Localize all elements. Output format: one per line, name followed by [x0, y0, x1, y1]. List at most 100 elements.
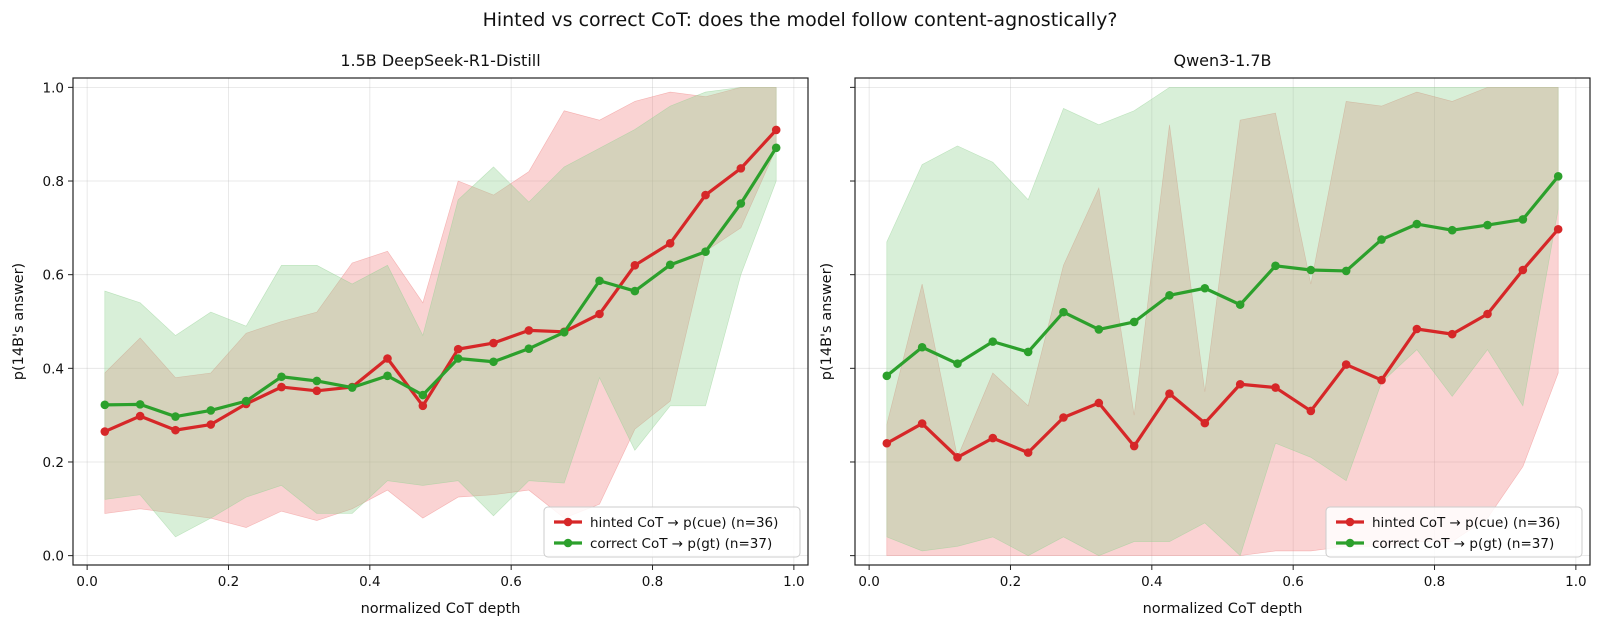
hinted-data-point — [1447, 329, 1457, 339]
correct-data-point — [1483, 220, 1492, 230]
correct-data-point — [1412, 219, 1422, 229]
correct-data-point — [771, 143, 781, 153]
correct-data-point — [171, 412, 180, 421]
y-tick-label: 0.4 — [43, 361, 64, 377]
correct-data-point — [489, 357, 498, 367]
hinted-data-point — [953, 452, 962, 462]
correct-data-point — [1235, 300, 1245, 309]
correct-data-point — [1553, 172, 1563, 181]
hinted-data-point — [1306, 406, 1316, 416]
hinted-data-point — [1341, 360, 1351, 369]
correct-legend-marker — [563, 538, 573, 548]
correct-data-point — [453, 354, 463, 363]
correct-data-point — [1200, 283, 1210, 293]
correct-data-point — [882, 371, 892, 381]
correct-data-point — [1023, 347, 1033, 357]
hinted-data-point — [630, 261, 640, 270]
legend: hinted CoT → p(cue) (n=36) correct CoT → … — [1325, 506, 1583, 558]
correct-series-line — [104, 146, 778, 419]
correct-legend-marker — [1345, 538, 1355, 548]
correct-data-point — [347, 383, 357, 392]
hinted-data-point — [1059, 413, 1068, 422]
hinted-data-point — [917, 419, 927, 428]
hinted-data-point — [736, 164, 746, 173]
x-tick-label: 0.4 — [1141, 574, 1162, 590]
hinted-series-line — [886, 228, 1560, 459]
correct-data-point — [701, 247, 710, 257]
x-tick-label: 0.6 — [1282, 574, 1303, 590]
hinted-data-point — [1553, 224, 1563, 234]
hinted-data-point — [524, 326, 534, 335]
hinted-data-point — [277, 382, 286, 392]
correct-data-point — [1377, 235, 1386, 244]
hinted-data-point — [665, 238, 675, 248]
x-tick-label: 0.2 — [1000, 574, 1021, 590]
panel-title: Qwen3-1.7B — [1173, 51, 1271, 70]
legend-box — [543, 506, 801, 558]
x-tick-label: 0.2 — [218, 574, 239, 590]
correct-data-point — [277, 372, 286, 382]
correct-data-point — [135, 400, 145, 409]
hinted-data-point — [1518, 265, 1528, 275]
hinted-legend-label: hinted CoT → p(cue) (n=36) — [1372, 515, 1560, 531]
y-tick-label: 0.0 — [43, 549, 64, 565]
y-tick-label: 0.8 — [43, 174, 64, 190]
y-axis-label: p(14B's answer) — [11, 263, 27, 380]
panel-title: 1.5B DeepSeek-R1-Distill — [340, 51, 540, 70]
correct-data-point — [1447, 225, 1457, 235]
correct-data-point — [418, 390, 428, 400]
y-tick-label: 0.2 — [43, 455, 64, 471]
correct-data-point — [917, 342, 927, 352]
hinted-data-point — [1412, 324, 1422, 334]
hinted-data-point — [171, 425, 180, 435]
legend-box — [1325, 506, 1583, 558]
axes-frame — [72, 77, 809, 566]
correct-data-point — [665, 260, 675, 270]
correct-data-point — [1271, 261, 1280, 271]
x-tick-label: 0.0 — [76, 574, 97, 590]
hinted-data-point — [1377, 375, 1386, 385]
correct-data-point — [595, 276, 604, 286]
correct-data-point — [559, 327, 569, 337]
hinted-data-point — [135, 411, 145, 421]
correct-data-point — [953, 359, 962, 368]
chart-panels: 0.0 0.2 0.4 0.6 0.8 1.0 0.0 0.2 0.4 0.6 0.8 1.0 1.5B… — [11, 51, 1591, 617]
correct-data-point — [206, 406, 216, 415]
hinted-legend-label: hinted CoT → p(cue) (n=36) — [590, 515, 778, 531]
axes-frame — [854, 77, 1591, 566]
hinted-data-point — [988, 433, 998, 443]
correct-legend-label: correct CoT → p(gt) (n=37) — [590, 536, 772, 552]
correct-series-line — [885, 175, 1560, 378]
correct-data-point — [988, 337, 998, 346]
hinted-data-point — [1094, 398, 1104, 408]
legend: hinted CoT → p(cue) (n=36) correct CoT → … — [543, 506, 801, 558]
hinted-legend-marker — [563, 517, 573, 527]
x-tick-label: 0.0 — [858, 574, 879, 590]
correct-band — [886, 87, 1559, 557]
plot-area — [882, 87, 1563, 557]
hinted-data-point — [206, 420, 216, 429]
x-axis-label: normalized CoT depth — [1143, 601, 1303, 617]
correct-band — [104, 87, 777, 538]
grid-lines — [73, 78, 808, 565]
correct-data-point — [1518, 215, 1528, 224]
plot-area — [100, 87, 781, 538]
hinted-data-point — [312, 386, 322, 396]
y-tick-label: 0.6 — [43, 268, 64, 284]
hinted-data-point — [701, 190, 710, 200]
x-tick-label: 0.6 — [500, 574, 521, 590]
correct-data-point — [383, 371, 392, 381]
hinted-data-point — [1129, 441, 1139, 451]
x-axis-label: normalized CoT depth — [361, 601, 521, 617]
hinted-data-point — [1271, 383, 1280, 392]
correct-data-point — [1129, 317, 1139, 327]
hinted-data-point — [453, 344, 463, 354]
hinted-data-point — [1235, 379, 1245, 389]
panel-1: 0.0 0.2 0.4 0.6 0.8 1.0 0.0 0.2 0.4 0.6 0.8 1.0 1.5B… — [11, 51, 809, 617]
correct-data-point — [312, 376, 322, 386]
hinted-data-point — [771, 125, 781, 135]
correct-data-point — [1341, 266, 1351, 276]
correct-data-point — [100, 400, 110, 410]
hinted-data-point — [383, 354, 392, 363]
